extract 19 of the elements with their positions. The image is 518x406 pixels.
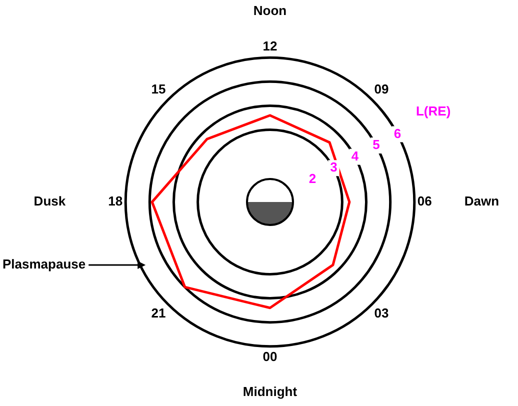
- y-tick-label: 4: [351, 148, 360, 164]
- text: Dusk: [34, 194, 66, 209]
- spoke-label: 15: [151, 82, 166, 97]
- spoke-label: 09: [374, 82, 389, 97]
- spoke-label: 00: [262, 348, 278, 364]
- spoke-label: 12: [262, 38, 278, 54]
- text: Midnight: [242, 384, 298, 399]
- spoke-label: 18: [108, 194, 123, 209]
- spoke-label: 03: [374, 306, 389, 321]
- text: Dawn: [464, 194, 500, 209]
- text: Noon: [253, 3, 287, 18]
- spoke-label: 06: [417, 194, 432, 209]
- text: L(RE): [416, 104, 451, 119]
- y-tick-label: 5: [372, 137, 380, 152]
- y-tick-label: 2: [308, 170, 316, 186]
- y-tick-label: 3: [330, 160, 338, 175]
- spoke-label: 21: [151, 306, 166, 321]
- y-tick-label: 6: [394, 126, 402, 141]
- text: Plasmapause: [2, 256, 86, 272]
